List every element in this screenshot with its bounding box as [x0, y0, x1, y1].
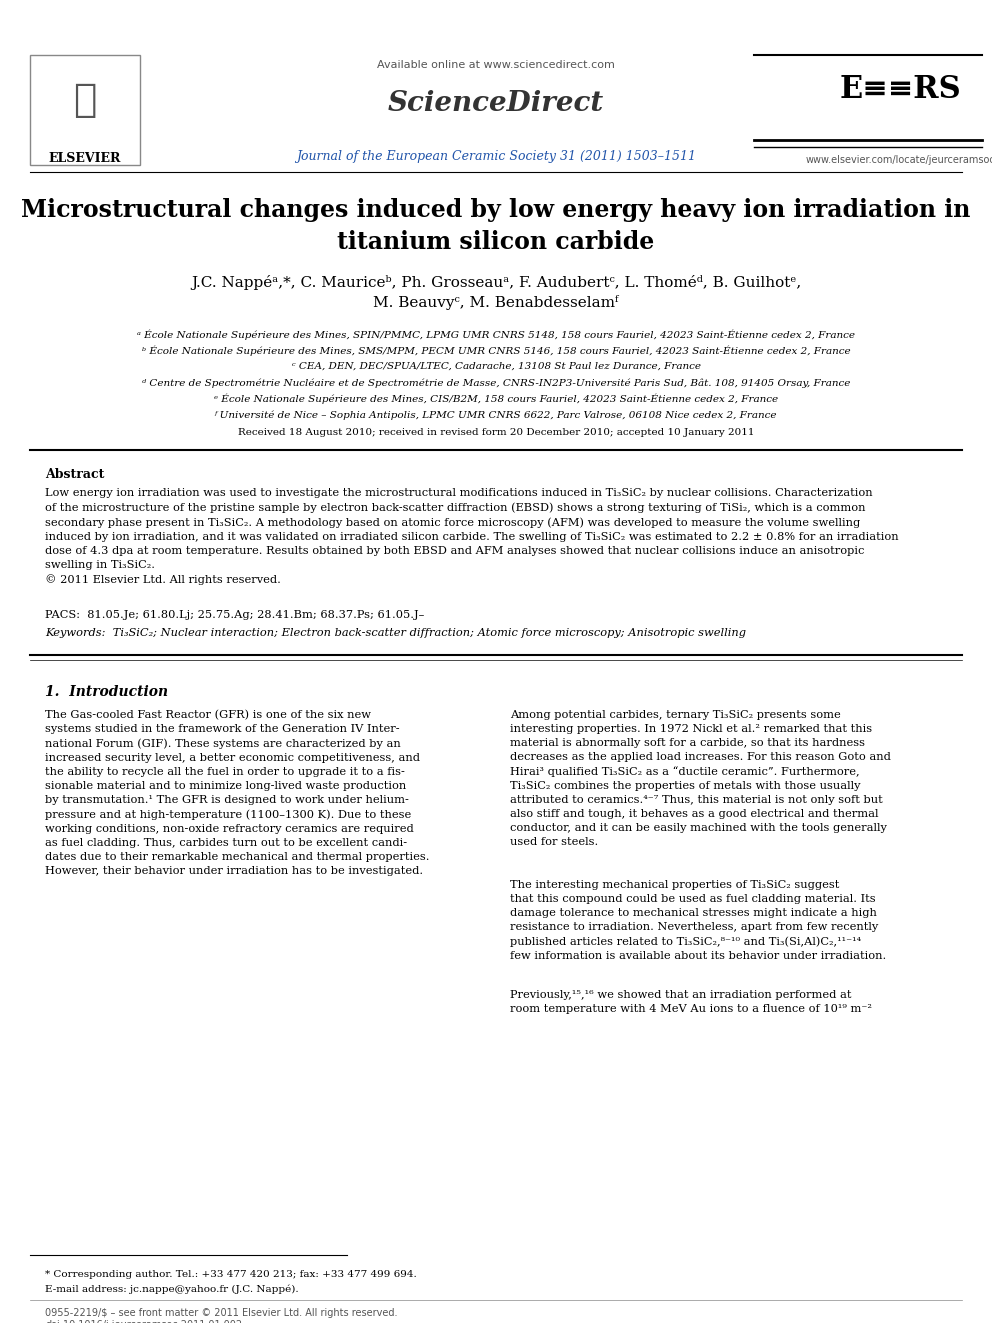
- Text: doi:10.1016/j.jeurceramsoc.2011.01.002: doi:10.1016/j.jeurceramsoc.2011.01.002: [45, 1320, 242, 1323]
- Text: ᵈ Centre de Spectrométrie Nucléaire et de Spectrométrie de Masse, CNRS-IN2P3-Uni: ᵈ Centre de Spectrométrie Nucléaire et d…: [142, 378, 850, 388]
- Text: ᶜ CEA, DEN, DEC/SPUA/LTEC, Cadarache, 13108 St Paul lez Durance, France: ᶜ CEA, DEN, DEC/SPUA/LTEC, Cadarache, 13…: [292, 363, 700, 370]
- Text: M. Beauvyᶜ, M. Benabdesselamᶠ: M. Beauvyᶜ, M. Benabdesselamᶠ: [373, 295, 619, 310]
- Text: E≡≡RS: E≡≡RS: [839, 74, 961, 106]
- Text: Received 18 August 2010; received in revised form 20 December 2010; accepted 10 : Received 18 August 2010; received in rev…: [238, 429, 754, 437]
- Text: ELSEVIER: ELSEVIER: [49, 152, 121, 164]
- Text: 0955-2219/$ – see front matter © 2011 Elsevier Ltd. All rights reserved.: 0955-2219/$ – see front matter © 2011 El…: [45, 1308, 398, 1318]
- Text: J.C. Nappéᵃ,*, C. Mauriceᵇ, Ph. Grosseauᵃ, F. Audubertᶜ, L. Thoméᵈ, B. Guilhotᵉ,: J.C. Nappéᵃ,*, C. Mauriceᵇ, Ph. Grosseau…: [190, 275, 802, 290]
- Text: Microstructural changes induced by low energy heavy ion irradiation in
titanium : Microstructural changes induced by low e…: [21, 198, 971, 254]
- Text: 🌳: 🌳: [73, 81, 96, 119]
- Text: ᵃ École Nationale Supérieure des Mines, SPIN/PMMC, LPMG UMR CNRS 5148, 158 cours: ᵃ École Nationale Supérieure des Mines, …: [137, 329, 855, 340]
- Text: Journal of the European Ceramic Society 31 (2011) 1503–1511: Journal of the European Ceramic Society …: [296, 149, 696, 163]
- Text: E-mail address: jc.nappe@yahoo.fr (J.C. Nappé).: E-mail address: jc.nappe@yahoo.fr (J.C. …: [45, 1285, 299, 1294]
- Text: The interesting mechanical properties of Ti₃SiC₂ suggest
that this compound coul: The interesting mechanical properties of…: [510, 880, 886, 960]
- Text: PACS:  81.05.Je; 61.80.Lj; 25.75.Ag; 28.41.Bm; 68.37.Ps; 61.05.J–: PACS: 81.05.Je; 61.80.Lj; 25.75.Ag; 28.4…: [45, 610, 425, 620]
- Text: Keywords:  Ti₃SiC₂; Nuclear interaction; Electron back-scatter diffraction; Atom: Keywords: Ti₃SiC₂; Nuclear interaction; …: [45, 628, 746, 638]
- Text: Low energy ion irradiation was used to investigate the microstructural modificat: Low energy ion irradiation was used to i…: [45, 488, 899, 585]
- Text: ᶠ Université de Nice – Sophia Antipolis, LPMC UMR CNRS 6622, Parc Valrose, 06108: ᶠ Université de Nice – Sophia Antipolis,…: [214, 410, 778, 419]
- Text: ᵇ École Nationale Supérieure des Mines, SMS/MPM, PECM UMR CNRS 5146, 158 cours F: ᵇ École Nationale Supérieure des Mines, …: [142, 347, 850, 356]
- Text: 1.  Introduction: 1. Introduction: [45, 685, 168, 699]
- Text: ᵉ École Nationale Supérieure des Mines, CIS/B2M, 158 cours Fauriel, 42023 Saint-: ᵉ École Nationale Supérieure des Mines, …: [214, 394, 778, 405]
- Text: Abstract: Abstract: [45, 468, 104, 482]
- Text: Among potential carbides, ternary Ti₃SiC₂ presents some
interesting properties. : Among potential carbides, ternary Ti₃SiC…: [510, 710, 891, 847]
- Text: ScienceDirect: ScienceDirect: [388, 90, 604, 116]
- Text: Available online at www.sciencedirect.com: Available online at www.sciencedirect.co…: [377, 60, 615, 70]
- Text: * Corresponding author. Tel.: +33 477 420 213; fax: +33 477 499 694.: * Corresponding author. Tel.: +33 477 42…: [45, 1270, 417, 1279]
- Bar: [30, 56, 140, 165]
- Text: Previously,¹⁵,¹⁶ we showed that an irradiation performed at
room temperature wit: Previously,¹⁵,¹⁶ we showed that an irrad…: [510, 990, 872, 1013]
- Text: The Gas-cooled Fast Reactor (GFR) is one of the six new
systems studied in the f: The Gas-cooled Fast Reactor (GFR) is one…: [45, 710, 430, 876]
- Text: www.elsevier.com/locate/jeurceramsoc: www.elsevier.com/locate/jeurceramsoc: [806, 155, 992, 165]
